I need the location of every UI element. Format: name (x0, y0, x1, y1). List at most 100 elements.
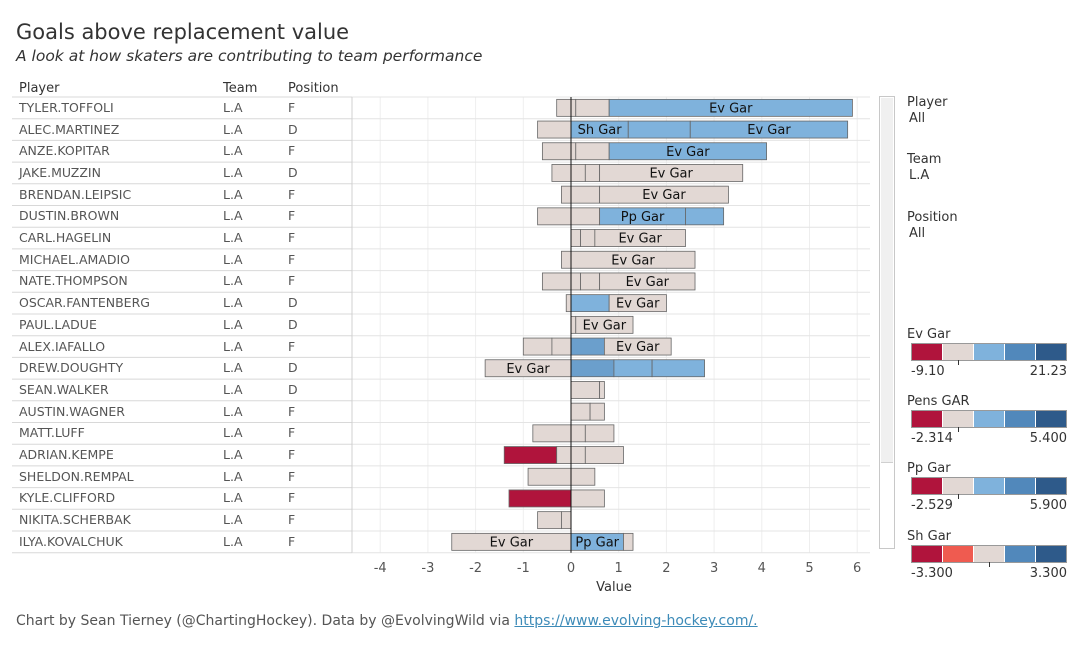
bar-segment-label: Ev Gar (747, 123, 791, 138)
bar-segment-label: Sh Gar (578, 123, 623, 138)
bar-segment[interactable] (532, 424, 572, 443)
column-header-player[interactable]: Player (19, 81, 60, 96)
legend-color-ramp (911, 343, 1067, 361)
bar-segment[interactable] (561, 511, 572, 530)
bar-segment[interactable] (565, 294, 572, 313)
legend-max-value: 5.400 (1029, 431, 1067, 446)
player-position: F (288, 186, 296, 202)
bar-segment[interactable] (608, 142, 767, 161)
filter-player-value[interactable]: All (909, 111, 926, 126)
bar-segment[interactable] (584, 164, 601, 182)
bar-segment[interactable] (575, 315, 634, 334)
bar-segment[interactable] (508, 489, 572, 508)
filter-team-value[interactable]: L.A (909, 168, 930, 183)
bar-segment[interactable] (537, 207, 572, 226)
bar-segment[interactable] (570, 315, 577, 334)
bar-segment[interactable] (589, 402, 605, 421)
bar-segment[interactable] (627, 120, 691, 139)
legend-color-ramp (911, 477, 1067, 495)
bar-segment-label: Ev Gar (583, 318, 627, 333)
bar-segment[interactable] (575, 98, 610, 117)
legend-color-ramp (911, 410, 1067, 428)
player-name: ANZE.KOPITAR (19, 143, 110, 159)
bar-segment[interactable] (570, 424, 586, 443)
player-team: L.A (223, 143, 243, 159)
bar-segment[interactable] (570, 272, 581, 291)
bar-segment[interactable] (570, 229, 581, 247)
bar-segment[interactable] (570, 402, 591, 421)
data-source-link[interactable]: https://www.evolving-hockey.com/. (514, 613, 758, 629)
scrollbar-thumb[interactable] (881, 98, 893, 463)
filter-position-value[interactable]: All (909, 226, 926, 241)
bar-segment[interactable] (613, 359, 653, 378)
bar-segment[interactable] (527, 467, 572, 486)
bar-segment[interactable] (503, 446, 558, 464)
player-team: L.A (223, 121, 243, 137)
player-name: CARL.HAGELIN (19, 230, 112, 246)
bar-segment[interactable] (570, 185, 601, 204)
bar-segment[interactable] (570, 489, 605, 508)
bar-segment[interactable] (584, 446, 624, 464)
x-tick-label: -3 (421, 561, 434, 576)
x-tick-label: 2 (662, 561, 670, 576)
bar-segment[interactable] (551, 164, 572, 182)
player-position: D (288, 360, 298, 376)
bar-segment[interactable] (580, 272, 601, 291)
player-position: F (288, 447, 296, 463)
x-tick-label: -4 (374, 561, 387, 576)
bar-segment[interactable] (599, 164, 744, 182)
legend-min-value: -2.529 (911, 498, 953, 513)
bar-segment[interactable] (570, 294, 610, 313)
bar-segment[interactable] (599, 381, 605, 399)
bar-segment[interactable] (561, 185, 572, 204)
bar-segment[interactable] (584, 424, 615, 443)
bar-segment[interactable] (651, 359, 705, 378)
bar-segment[interactable] (599, 272, 696, 291)
table-scrollbar[interactable] (879, 96, 895, 549)
bar-segment[interactable] (570, 359, 615, 378)
bar-segment[interactable] (551, 337, 572, 356)
player-name: NATE.THOMPSON (19, 273, 128, 289)
bar-segment[interactable] (556, 98, 572, 117)
legend-swatch (974, 411, 1005, 427)
bar-segment[interactable] (570, 207, 601, 226)
bar-segment[interactable] (570, 142, 577, 161)
bar-segment[interactable] (570, 98, 577, 117)
x-tick-label: -1 (517, 561, 530, 576)
bar-segment[interactable] (570, 337, 605, 356)
bar-segment[interactable] (541, 142, 572, 161)
column-header-team[interactable]: Team (223, 81, 258, 96)
bar-segment[interactable] (580, 229, 596, 247)
bar-segment[interactable] (623, 532, 634, 551)
bar-segment[interactable] (570, 381, 601, 399)
legend-max-value: 21.23 (1029, 364, 1067, 379)
player-name: KYLE.CLIFFORD (19, 490, 116, 506)
player-name: SEAN.WALKER (19, 381, 109, 397)
x-tick-label: 4 (758, 561, 766, 576)
bar-segment[interactable] (570, 446, 586, 464)
bar-segment[interactable] (608, 294, 667, 313)
bar-segment[interactable] (570, 164, 586, 182)
player-team: L.A (223, 338, 243, 354)
legend-max-value: 5.900 (1029, 498, 1067, 513)
bar-segment[interactable] (541, 272, 572, 291)
player-team: L.A (223, 230, 243, 246)
bar-segment[interactable] (575, 142, 610, 161)
bar-segment[interactable] (594, 229, 686, 247)
bar-segment[interactable] (608, 98, 853, 117)
bar-segment[interactable] (685, 207, 725, 226)
bar-segment[interactable] (537, 511, 562, 530)
bar-segment[interactable] (556, 446, 572, 464)
bar-segment[interactable] (689, 120, 849, 139)
bar-segment[interactable] (537, 120, 572, 139)
legend-swatch (974, 344, 1005, 360)
player-position: D (288, 295, 298, 311)
bar-segment[interactable] (561, 250, 572, 269)
legend-swatch (943, 344, 974, 360)
bar-segment[interactable] (522, 337, 553, 356)
legend-swatch (1005, 344, 1036, 360)
bar-segment[interactable] (603, 337, 672, 356)
bar-segment[interactable] (599, 185, 729, 204)
bar-segment[interactable] (570, 467, 596, 486)
column-header-position[interactable]: Position (288, 81, 339, 96)
